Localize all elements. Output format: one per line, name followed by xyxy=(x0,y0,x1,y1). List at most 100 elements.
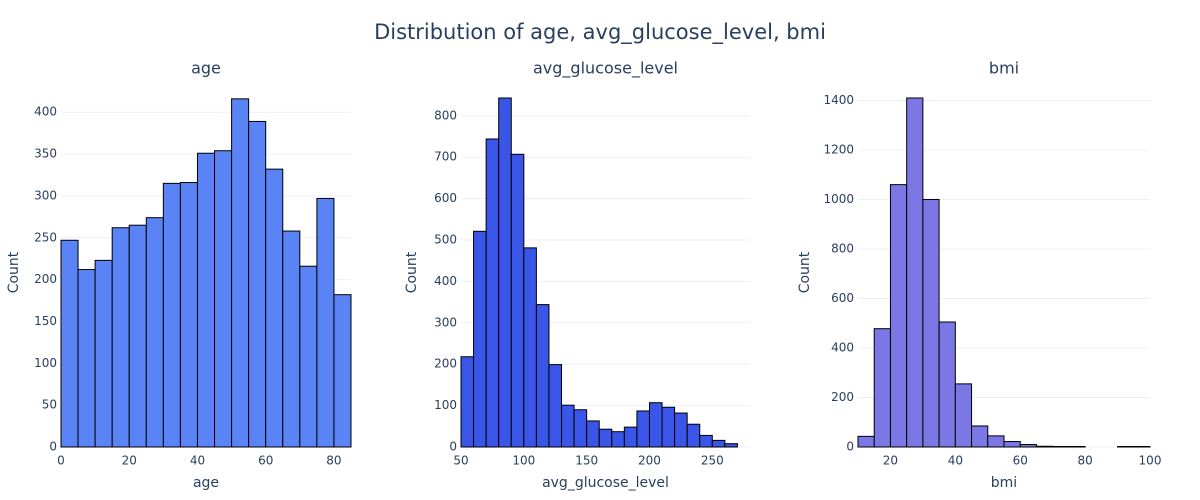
bar xyxy=(265,168,284,448)
x-tick-label: 20 xyxy=(883,454,898,468)
y-tick-label: 50 xyxy=(42,398,57,412)
x-tick-label: 200 xyxy=(638,454,661,468)
bar xyxy=(535,304,550,448)
x-tick-label: 60 xyxy=(1013,454,1028,468)
bar xyxy=(196,152,216,448)
bar xyxy=(1019,444,1037,448)
y-tick-label: 1400 xyxy=(823,93,854,107)
bar xyxy=(77,269,96,448)
y-tick-label: 200 xyxy=(831,390,854,404)
bar xyxy=(561,404,575,448)
y-tick-label: 800 xyxy=(831,241,854,255)
bar xyxy=(661,406,676,448)
x-tick-label: 60 xyxy=(258,454,273,468)
bar xyxy=(857,435,875,448)
bar xyxy=(971,425,989,448)
bar xyxy=(906,97,924,448)
bar xyxy=(1003,441,1021,448)
bar xyxy=(248,120,267,448)
y-axis-label: Count xyxy=(404,251,420,293)
bar xyxy=(873,328,891,448)
x-tick-label: 80 xyxy=(1077,454,1092,468)
y-tick-label: 600 xyxy=(434,191,457,205)
x-axis-label: avg_glucose_level xyxy=(542,475,669,491)
subplot-title: age xyxy=(191,59,221,78)
bar xyxy=(316,197,335,448)
bar xyxy=(686,423,701,448)
figure-title: Distribution of age, avg_glucose_level, … xyxy=(374,20,826,45)
x-tick-label: 0 xyxy=(57,454,65,468)
bar xyxy=(510,153,525,448)
bar xyxy=(162,182,181,448)
y-tick-label: 1200 xyxy=(823,142,854,156)
x-tick-label: 40 xyxy=(948,454,963,468)
bar xyxy=(60,239,79,448)
x-tick-label: 150 xyxy=(575,454,598,468)
x-tick-label: 50 xyxy=(453,454,468,468)
y-tick-label: 250 xyxy=(34,230,57,244)
subplot-title: bmi xyxy=(989,59,1019,78)
y-axis-label: Count xyxy=(797,251,813,293)
bar xyxy=(586,420,600,448)
y-tick-label: 150 xyxy=(34,314,57,328)
bar xyxy=(282,230,301,448)
bar xyxy=(485,138,500,448)
bar xyxy=(573,409,588,448)
y-tick-label: 0 xyxy=(449,440,457,454)
y-tick-label: 400 xyxy=(434,274,457,288)
bar xyxy=(648,402,663,448)
bar xyxy=(231,98,250,448)
x-tick-label: 100 xyxy=(512,454,535,468)
bar xyxy=(128,224,147,448)
y-tick-label: 800 xyxy=(434,108,457,122)
bar xyxy=(711,439,726,448)
bar xyxy=(214,150,233,448)
bar xyxy=(299,265,318,448)
bar xyxy=(1035,445,1054,448)
y-tick-label: 400 xyxy=(34,105,57,119)
bar xyxy=(623,426,638,448)
bar xyxy=(598,428,613,448)
x-tick-label: 250 xyxy=(701,454,724,468)
y-tick-label: 300 xyxy=(434,315,457,329)
bar xyxy=(460,356,475,448)
bar xyxy=(636,410,650,448)
x-axis-label: age xyxy=(193,475,219,491)
y-tick-label: 700 xyxy=(434,150,457,164)
bar xyxy=(523,247,537,448)
bar xyxy=(473,230,487,448)
x-axis-label: bmi xyxy=(991,475,1017,491)
bar xyxy=(674,412,688,448)
y-tick-label: 500 xyxy=(434,233,457,247)
bar xyxy=(699,434,713,448)
bar xyxy=(987,435,1005,448)
y-tick-label: 200 xyxy=(34,272,57,286)
bar xyxy=(94,259,113,448)
bar xyxy=(938,321,956,448)
bar xyxy=(611,431,625,448)
bar xyxy=(498,97,512,448)
y-tick-label: 0 xyxy=(846,440,854,454)
bar xyxy=(954,383,973,448)
y-axis-label: Count xyxy=(6,251,22,293)
y-tick-label: 0 xyxy=(49,440,57,454)
bar xyxy=(889,184,908,448)
y-tick-label: 300 xyxy=(34,188,57,202)
y-tick-label: 400 xyxy=(831,340,854,354)
bar xyxy=(179,182,198,448)
y-tick-label: 1000 xyxy=(823,192,854,206)
y-tick-label: 350 xyxy=(34,147,57,161)
y-tick-label: 200 xyxy=(434,357,457,371)
bar xyxy=(922,198,940,448)
x-tick-label: 20 xyxy=(122,454,137,468)
bar xyxy=(724,443,738,448)
subplot-title: avg_glucose_level xyxy=(533,59,678,79)
y-tick-label: 600 xyxy=(831,291,854,305)
x-tick-label: 80 xyxy=(326,454,341,468)
y-tick-label: 100 xyxy=(34,356,57,370)
x-tick-label: 40 xyxy=(190,454,205,468)
bar xyxy=(145,217,164,448)
bar xyxy=(111,227,130,448)
y-tick-label: 100 xyxy=(434,398,457,412)
